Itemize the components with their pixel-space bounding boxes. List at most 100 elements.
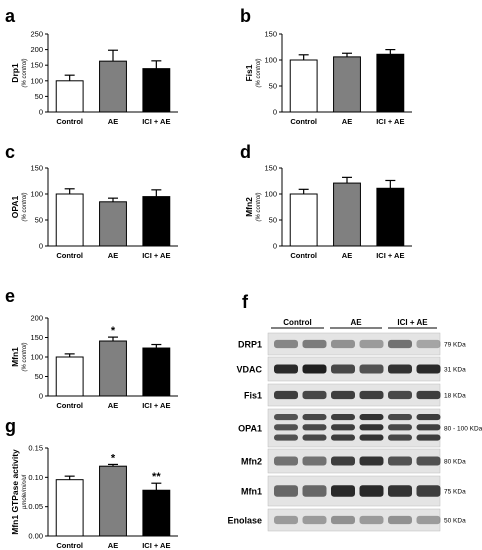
bar-2: [333, 56, 361, 113]
y-axis-label: Mfn1: [10, 347, 20, 367]
y-axis-label: OPA1: [10, 195, 20, 218]
blot-band: [331, 434, 355, 441]
chart-panel-g: g 0.00 0.05 0.10 0.15 Mfn1 GTPase activity µmo…: [5, 416, 178, 550]
y-tick-label: 250: [30, 30, 43, 39]
blot-band: [302, 456, 327, 466]
chart-panel-c: c 0 50 100 150 OPA1 (% control) Control AE ICI + …: [5, 142, 178, 260]
blot-band: [416, 424, 441, 431]
blot-band: [416, 434, 441, 441]
y-tick-label: 100: [30, 76, 43, 85]
y-tick-label: 50: [269, 216, 277, 225]
blot-band: [302, 414, 327, 421]
bar-1: [55, 80, 84, 113]
bar-3: [142, 489, 171, 537]
category-label: AE: [108, 117, 118, 126]
molecular-weight-label: 75 KDa: [444, 489, 466, 496]
blot-band: [416, 339, 441, 349]
blot-band: [331, 424, 355, 431]
blot-band: [388, 339, 412, 349]
bar-1: [289, 193, 318, 247]
group-label: Control: [283, 318, 311, 327]
category-label: ICI + AE: [142, 251, 170, 260]
bar-2: [99, 340, 127, 397]
blot-band: [416, 414, 441, 421]
y-axis-unit: (% control): [256, 192, 262, 221]
blot-band: [388, 485, 412, 497]
blot-row-opa1: OPA1 80 - 100 KDa: [238, 408, 482, 448]
panel-label: c: [5, 142, 15, 162]
category-label: AE: [108, 401, 118, 410]
category-label: AE: [342, 251, 352, 260]
blot-band: [359, 515, 384, 525]
blot-band: [388, 434, 412, 441]
y-tick-label: 50: [35, 216, 43, 225]
chart-panel-b: b 0 50 100 150 Fis1 (% control) Control AE ICI + …: [240, 6, 412, 126]
bar-3: [142, 68, 171, 113]
chart-panel-a: a 0 50 100 150 200 250 Drp1 (% control) Control AE…: [5, 6, 178, 126]
y-axis-label: Mfn1 GTPase activity: [10, 449, 20, 535]
y-tick-label: 150: [264, 164, 277, 173]
bar-3: [142, 347, 171, 397]
blot-band: [331, 414, 355, 421]
significance-marker: **: [152, 471, 161, 483]
molecular-weight-label: 50 KDa: [444, 518, 466, 525]
blot-band: [274, 485, 298, 497]
blot-band: [416, 390, 441, 400]
protein-label: DRP1: [238, 340, 262, 350]
molecular-weight-label: 79 KDa: [444, 342, 466, 349]
protein-label: VDAC: [236, 365, 262, 375]
blot-band: [359, 414, 384, 421]
bar-1: [55, 479, 84, 537]
western-blot-panel: f Control AE ICI + AE DRP1 79 KDa VDAC 31 KDa Fi…: [227, 292, 482, 532]
blot-band: [302, 390, 327, 400]
bar-3: [376, 187, 405, 247]
y-tick-label: 150: [264, 30, 277, 39]
blot-band: [331, 456, 355, 466]
blot-band: [331, 364, 355, 374]
category-label: Control: [290, 117, 317, 126]
blot-band: [302, 364, 327, 374]
molecular-weight-label: 80 KDa: [444, 459, 466, 466]
protein-label: Mfn2: [241, 457, 262, 467]
y-tick-label: 50: [35, 92, 43, 101]
panel-label: d: [240, 142, 251, 162]
protein-label: Fis1: [244, 391, 262, 401]
y-tick-label: 0.00: [28, 532, 43, 541]
blot-membrane: [267, 508, 441, 532]
significance-marker: *: [111, 452, 116, 464]
blot-band: [274, 414, 298, 421]
y-axis-unit: µmole/min/ul: [22, 474, 28, 509]
category-label: Control: [56, 117, 83, 126]
y-axis-unit: (% control): [22, 342, 28, 371]
blot-band: [388, 414, 412, 421]
bar-1: [55, 193, 84, 247]
molecular-weight-label: 80 - 100 KDa: [444, 426, 482, 433]
bar-2: [99, 60, 127, 113]
y-tick-label: 150: [30, 164, 43, 173]
panel-label: e: [5, 286, 15, 306]
bar-1: [289, 59, 318, 113]
y-tick-label: 100: [30, 353, 43, 362]
y-tick-label: 0: [39, 108, 43, 117]
blot-row-drp1: DRP1 79 KDa: [238, 332, 466, 356]
y-tick-label: 0: [273, 108, 277, 117]
blot-band: [331, 485, 355, 497]
y-tick-label: 150: [30, 61, 43, 70]
y-axis-label: Mfn2: [244, 197, 254, 217]
bar-2: [99, 201, 127, 247]
protein-label: OPA1: [238, 424, 262, 434]
category-label: Control: [290, 251, 317, 260]
blot-band: [416, 456, 441, 466]
blot-band: [274, 339, 298, 349]
y-axis-unit: (% control): [22, 58, 28, 87]
blot-band: [302, 339, 327, 349]
category-label: Control: [56, 541, 83, 550]
group-label: ICI + AE: [397, 318, 428, 327]
y-tick-label: 0: [39, 242, 43, 251]
bar-3: [142, 196, 171, 247]
protein-label: Mfn1: [241, 487, 262, 497]
blot-band: [274, 456, 298, 466]
blot-band: [359, 364, 384, 374]
blot-band: [331, 390, 355, 400]
